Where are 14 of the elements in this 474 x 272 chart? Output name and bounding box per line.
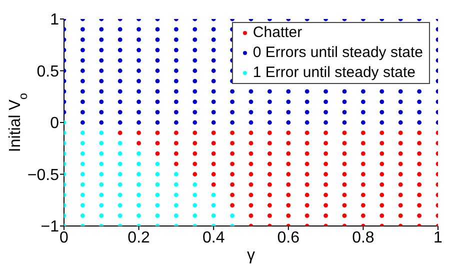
legend-label: Chatter (252, 23, 302, 43)
y-tick-label: −1 (40, 218, 60, 236)
y-tick-label: −0.5 (27, 166, 60, 184)
x-axis-title: γ (247, 247, 255, 264)
y-tick-label: 0 (50, 115, 60, 132)
y-tick-label: 0.5 (36, 63, 60, 80)
x-tick-label: 1 (434, 229, 443, 246)
legend-label: 0 Errors until steady state (252, 43, 423, 63)
y-tick-label: 1 (50, 12, 60, 29)
legend-label: 1 Error until steady state (252, 63, 416, 83)
x-tick-label: 0.2 (128, 229, 150, 246)
x-tick-label: 0.4 (202, 229, 225, 246)
x-tick-label: 0.8 (352, 229, 374, 246)
x-tick-label: 0.6 (277, 229, 300, 246)
